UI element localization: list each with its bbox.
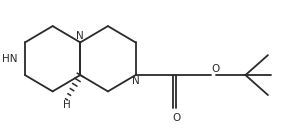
Text: O: O bbox=[211, 64, 219, 74]
Text: O: O bbox=[172, 112, 181, 122]
Text: N: N bbox=[132, 76, 139, 86]
Text: N: N bbox=[76, 31, 84, 41]
Text: H: H bbox=[63, 100, 70, 110]
Text: HN: HN bbox=[2, 54, 18, 64]
